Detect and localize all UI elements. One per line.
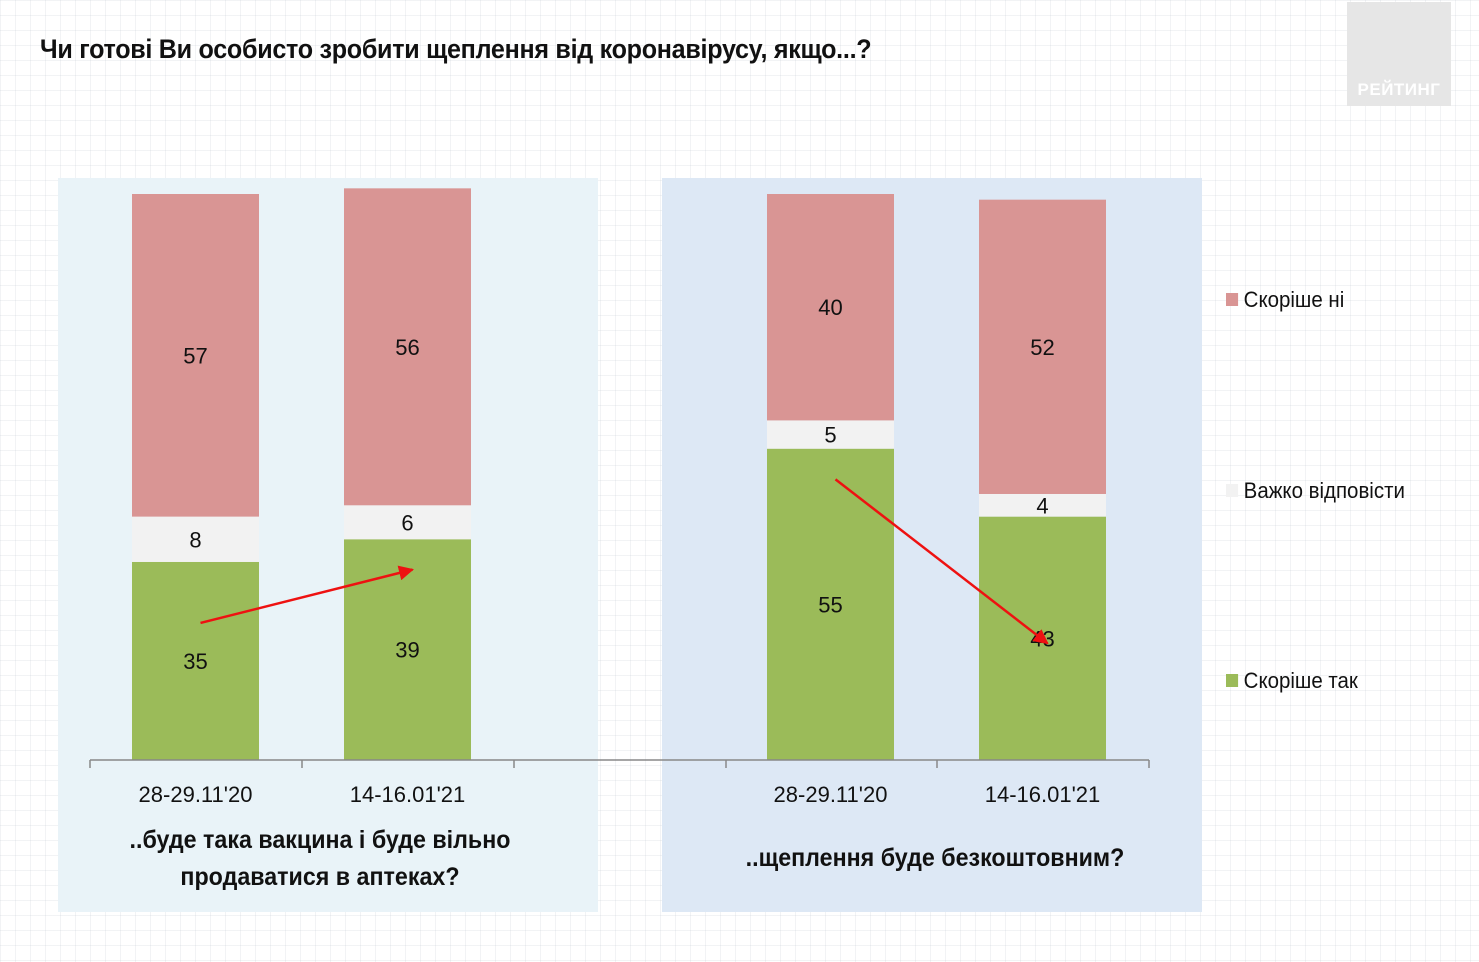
legend-label-hard: Важко відповісти — [1243, 478, 1405, 503]
data-label-no-3: 52 — [1030, 335, 1054, 360]
logo-text: РЕЙТИНГ — [1357, 80, 1441, 99]
left-group-subtitle: ..буде така вакцина і буде вільно продав… — [129, 826, 511, 891]
trend-arrow-1 — [834, 478, 1049, 645]
data-label-hard-2: 5 — [824, 423, 836, 448]
legend-item-yes: Скоріше так — [1226, 668, 1358, 694]
data-label-yes-2: 55 — [818, 592, 842, 617]
legend-label-yes: Скоріше так — [1243, 668, 1358, 693]
legend-swatch-yes — [1226, 674, 1239, 687]
bar-hard-1 — [344, 505, 471, 540]
x-tick-label-3: 14-16.01'21 — [985, 782, 1101, 807]
data-label-no-0: 57 — [183, 343, 207, 368]
data-label-no-2: 40 — [818, 295, 842, 320]
trend-arrows — [200, 478, 1049, 645]
data-label-hard-0: 8 — [189, 527, 201, 552]
trend-arrow-0 — [200, 565, 414, 625]
legend-label-no: Скоріше ні — [1243, 287, 1345, 312]
x-axis: 28-29.11'20 14-16.01'21 28-29.11'20 14-16.0… — [89, 759, 1150, 807]
legend-item-no: Скоріше ні — [1226, 287, 1344, 313]
labels-layer: 35857396565554043452 — [183, 295, 1054, 674]
legend-item-hard: Важко відповісти — [1226, 478, 1405, 504]
bar-hard-3 — [979, 493, 1106, 517]
bar-no-1 — [344, 188, 471, 506]
x-tick-label-2: 28-29.11'20 — [774, 782, 888, 807]
chart-title: Чи готові Ви особисто зробити щеплення в… — [40, 34, 872, 64]
bars-layer — [132, 188, 1106, 760]
legend-swatch-hard — [1226, 484, 1239, 497]
bar-hard-0 — [132, 516, 259, 562]
data-label-hard-3: 4 — [1036, 493, 1048, 518]
data-label-hard-1: 6 — [401, 510, 413, 535]
right-group-subtitle: ..щеплення буде безкоштовним? — [745, 844, 1125, 872]
bar-yes-2 — [767, 448, 894, 760]
x-tick-label-0: 28-29.11'20 — [139, 782, 253, 807]
data-label-yes-0: 35 — [183, 649, 207, 674]
bar-no-3 — [979, 199, 1106, 494]
bar-no-0 — [132, 194, 259, 517]
rating-logo: РЕЙТИНГ — [1347, 2, 1451, 106]
data-label-no-1: 56 — [395, 335, 419, 360]
x-tick-label-1: 14-16.01'21 — [350, 782, 466, 807]
data-label-yes-1: 39 — [395, 638, 419, 663]
legend-swatch-no — [1226, 293, 1239, 306]
bar-hard-2 — [767, 420, 894, 449]
bar-yes-0 — [132, 561, 259, 760]
bar-no-2 — [767, 194, 894, 421]
right-panel-background — [662, 178, 1202, 912]
